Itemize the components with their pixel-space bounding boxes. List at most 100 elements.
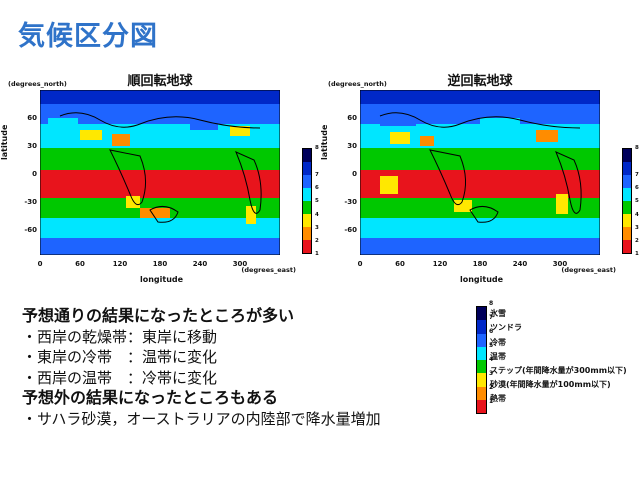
colorbar-tick: 4 [315,212,319,218]
y-tick: -60 [344,226,357,234]
legend-label: 冷帯 [490,338,506,347]
x-tick: 0 [357,260,363,268]
legend-num: 1 [489,398,494,405]
x-tick: 240 [512,260,528,268]
unit-north-label: (degrees_north) [328,80,387,88]
y-tick: -60 [24,226,37,234]
colorbar-tick: 5 [635,198,639,204]
legend-label: ステップ(年間降水量が300mm以下) [490,366,627,375]
x-axis-label: longitude [460,275,504,284]
x-tick: 120 [112,260,128,268]
bullet-item: ・サハラ砂漠，オーストラリアの内陸部で降水量増加 [22,409,381,428]
legend-num: 8 [489,300,494,307]
colorbar-segment-7 [477,320,486,334]
x-tick: 60 [75,260,85,268]
colorbar-tick: 1 [635,251,639,257]
colorbar-segment-1 [477,399,486,413]
y-tick: 30 [347,142,357,150]
x-tick: 300 [552,260,568,268]
colorbar-segment-1 [623,240,631,253]
legend-num: 4 [489,356,494,363]
unit-north-label: (degrees_north) [8,80,67,88]
x-tick: 120 [432,260,448,268]
legend-label: 氷雪 [490,309,506,318]
colorbar-segment-7 [623,162,631,175]
colorbar-segment-4 [477,360,486,374]
colorbar-tick: 8 [635,145,639,151]
x-tick: 180 [472,260,488,268]
x-tick: 180 [152,260,168,268]
y-axis-label: latitude [0,124,9,160]
unexpected-results-heading: 予想外の結果になったところもある [22,388,279,407]
colorbar-segment-8 [303,149,311,162]
legend-label: ツンドラ [490,323,522,332]
y-tick: 60 [27,114,37,122]
colorbar-tick: 5 [315,198,319,204]
y-tick: -30 [344,198,357,206]
y-axis-label: latitude [320,124,329,160]
colorbar-segment-5 [477,346,486,360]
colorbar-tick: 7 [635,172,639,178]
colorbar-tick: 6 [635,185,639,191]
colorbar-segment-4 [303,201,311,214]
slide-title: 気候区分図 [18,21,158,52]
climate-map-normal [40,90,280,255]
bullet-item: ・西岸の温帯 ：冷帯に変化 [22,368,218,387]
bullet-list: 予想通りの結果になったところが多い ・西岸の乾燥帯：東岸に移動 ・東岸の冷帯 ：… [22,306,462,429]
legend-colorbar [476,306,487,414]
x-tick: 300 [232,260,248,268]
colorbar-segment-3 [303,214,311,227]
colorbar-tick: 6 [315,185,319,191]
map-title: 順回転地球 [127,74,193,89]
colorbar-tick: 8 [315,145,319,151]
colorbar-segment-7 [303,162,311,175]
expected-results-heading: 予想通りの結果になったところが多い [22,306,295,325]
mini-colorbar [302,148,312,254]
colorbar-tick: 2 [635,238,639,244]
y-tick: -30 [24,198,37,206]
y-tick: 60 [347,114,357,122]
colorbar-tick: 3 [315,225,319,231]
x-tick: 60 [395,260,405,268]
climate-legend: 8 氷雪 7 ツンドラ 6 冷帯 5 温帯 4 ステップ(年間降水量が300mm… [476,300,636,418]
unit-east-label: (degrees_east) [561,266,616,274]
unit-east-label: (degrees_east) [241,266,296,274]
map-panel-reverse-rotation: 逆回転地球 (degrees_north) latitude 60 30 0 -… [320,70,640,285]
colorbar-segment-2 [303,227,311,240]
colorbar-segment-2 [623,227,631,240]
colorbar-segment-3 [477,373,486,387]
bullet-item: ・東岸の冷帯 ：温帯に変化 [22,348,218,366]
y-tick: 30 [27,142,37,150]
colorbar-segment-3 [623,214,631,227]
legend-num: 3 [489,370,494,377]
colorbar-segment-2 [477,386,486,400]
map-title: 逆回転地球 [447,74,513,89]
colorbar-segment-8 [623,149,631,162]
colorbar-tick: 7 [315,172,319,178]
x-tick: 240 [192,260,208,268]
bullet-item: ・西岸の乾燥帯：東岸に移動 [22,327,218,346]
legend-num: 7 [489,314,494,321]
colorbar-tick: 2 [315,238,319,244]
colorbar-tick: 3 [635,225,639,231]
colorbar-segment-6 [623,175,631,188]
legend-label: 温帯 [490,352,506,361]
colorbar-segment-8 [477,307,486,321]
x-axis-label: longitude [140,275,184,284]
legend-num: 6 [489,328,494,335]
colorbar-segment-5 [303,188,311,201]
legend-num: 2 [489,384,494,391]
colorbar-segment-6 [303,175,311,188]
legend-label: 砂漠(年間降水量が100mm以下) [490,380,611,389]
colorbar-segment-4 [623,201,631,214]
colorbar-segment-1 [303,240,311,253]
colorbar-tick: 1 [315,251,319,257]
mini-colorbar [622,148,632,254]
climate-map-reverse [360,90,600,255]
colorbar-tick: 4 [635,212,639,218]
legend-label: 熱帯 [490,394,506,403]
map-panel-normal-rotation: 順回転地球 (degrees_north) latitude 60 30 0 -… [0,70,320,285]
legend-num: 5 [489,342,494,349]
y-tick: 0 [32,170,37,178]
colorbar-segment-6 [477,333,486,347]
